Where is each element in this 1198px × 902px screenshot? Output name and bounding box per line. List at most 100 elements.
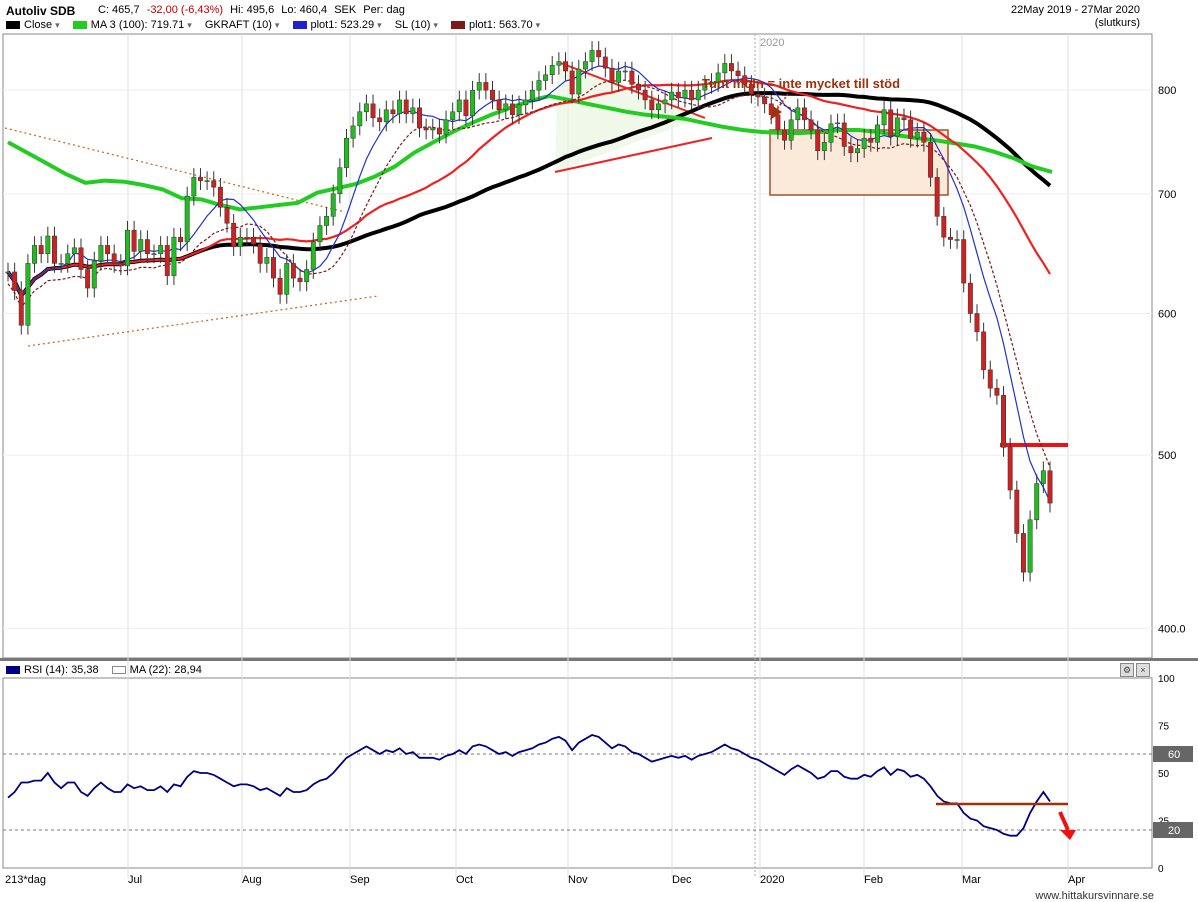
x-tick-label: Mar xyxy=(962,874,981,886)
chevron-down-icon[interactable]: ▾ xyxy=(535,20,541,30)
candle-up xyxy=(171,236,177,276)
legend-close[interactable]: Close ▾ xyxy=(6,19,60,31)
candle-up xyxy=(5,271,11,274)
wrench-icon[interactable]: ⚙ xyxy=(1120,663,1134,677)
candle-up xyxy=(682,89,688,99)
candle-up xyxy=(1034,483,1040,521)
candle-up xyxy=(516,104,522,116)
candle-up xyxy=(45,235,51,255)
candle-down xyxy=(735,70,741,76)
candle-down xyxy=(649,99,655,111)
triangle-lower-line xyxy=(554,137,713,173)
candle-up xyxy=(138,239,144,252)
candle-up xyxy=(443,119,449,135)
candle-down xyxy=(782,129,787,141)
legend-rsi-ma[interactable]: MA (22): 28,94 xyxy=(111,664,202,676)
x-tick-label: Apr xyxy=(1068,874,1085,886)
candle-down xyxy=(38,245,44,255)
candle-down xyxy=(12,271,18,291)
annotation-arrowhead xyxy=(770,106,782,120)
candle-down xyxy=(602,56,608,69)
instrument-title: Autoliv SDB xyxy=(6,4,76,18)
candle-down xyxy=(928,142,933,178)
candle-down xyxy=(370,103,376,119)
candle-down xyxy=(390,109,396,115)
legend-label: GKRAFT (10) xyxy=(204,19,272,31)
candle-up xyxy=(622,70,628,73)
candle-down xyxy=(257,243,263,264)
panel-separator xyxy=(0,658,1198,661)
footer-url: www.hittakursvinnare.se xyxy=(1035,890,1154,902)
candle-down xyxy=(1047,470,1053,504)
legend-ma3[interactable]: MA 3 (100): 719.71 ▾ xyxy=(72,19,192,31)
candle-up xyxy=(669,91,675,101)
candle-down xyxy=(251,236,257,245)
ma-red-line xyxy=(7,78,1051,298)
candle-down xyxy=(908,119,914,139)
chevron-down-icon[interactable]: ▾ xyxy=(187,20,192,30)
candle-up xyxy=(914,131,920,139)
candle-down xyxy=(496,99,502,111)
chevron-down-icon[interactable]: ▾ xyxy=(377,20,382,30)
candle-down xyxy=(231,222,237,247)
legend-label: MA (22): 28,94 xyxy=(129,664,202,676)
rsi-level-badge xyxy=(1153,822,1193,838)
candle-down xyxy=(463,99,469,117)
candle-down xyxy=(1021,533,1026,573)
rsi-level-label: 60 xyxy=(1168,749,1180,761)
candle-down xyxy=(815,129,821,151)
x-tick-label: Feb xyxy=(864,874,883,886)
chevron-down-icon[interactable]: ▾ xyxy=(433,20,438,30)
chart-header: Autoliv SDB C: 465,7 -32,00 (-6,43%) Hi:… xyxy=(0,0,1198,34)
x-tick-label: Jul xyxy=(128,874,142,886)
candle-up xyxy=(264,257,270,264)
legend-sl[interactable]: SL (10) ▾ xyxy=(395,19,438,31)
candle-up xyxy=(543,74,549,81)
candle-up xyxy=(874,124,880,143)
candle-up xyxy=(821,142,827,151)
legend-label: RSI (14): 35,38 xyxy=(24,664,99,676)
candle-up xyxy=(284,263,290,295)
chevron-down-icon[interactable]: ▾ xyxy=(55,20,60,30)
candle-up xyxy=(861,137,867,149)
candle-up xyxy=(350,125,356,139)
candle-down xyxy=(18,290,24,326)
candle-down xyxy=(596,50,602,58)
currency: SEK xyxy=(334,4,357,16)
candle-up xyxy=(523,99,529,106)
legend-label: SL (10) xyxy=(394,19,431,31)
candle-down xyxy=(994,387,1000,396)
candle-down xyxy=(762,96,768,105)
candle-up xyxy=(556,61,562,66)
candle-down xyxy=(118,263,124,267)
candle-up xyxy=(397,99,403,115)
candle-up xyxy=(1027,519,1033,573)
candle-up xyxy=(702,84,708,91)
candle-up xyxy=(894,117,900,137)
candle-up xyxy=(244,236,250,239)
candle-up xyxy=(363,103,369,113)
candle-down xyxy=(609,67,615,83)
legend-plot1-fast[interactable]: plot1: 523.29 ▾ xyxy=(292,19,382,31)
legend-label: plot1: 523.29 xyxy=(310,19,375,31)
candle-up xyxy=(582,61,588,70)
candle-down xyxy=(483,82,489,91)
rsi-level-badge xyxy=(1153,746,1193,762)
rsi-tick-label: 100 xyxy=(1158,674,1175,685)
y-tick-label: 800 xyxy=(1158,85,1176,97)
legend-rsi[interactable]: RSI (14): 35,38 xyxy=(6,664,99,676)
x-tick-label: Nov xyxy=(568,874,588,886)
chevron-down-icon[interactable]: ▾ xyxy=(274,20,280,30)
candle-down xyxy=(941,216,947,238)
legend-label: Close xyxy=(24,19,53,31)
candle-up xyxy=(344,137,349,168)
candle-down xyxy=(436,127,442,135)
candle-down xyxy=(417,107,422,129)
candle-up xyxy=(430,127,436,131)
candle-up xyxy=(151,253,157,256)
candle-down xyxy=(801,107,807,121)
close-icon[interactable]: × xyxy=(1136,663,1150,677)
legend-plot1-sl[interactable]: plot1: 563.70 ▾ xyxy=(450,19,541,31)
legend-gkraft[interactable]: GKRAFT (10) ▾ xyxy=(205,19,280,31)
